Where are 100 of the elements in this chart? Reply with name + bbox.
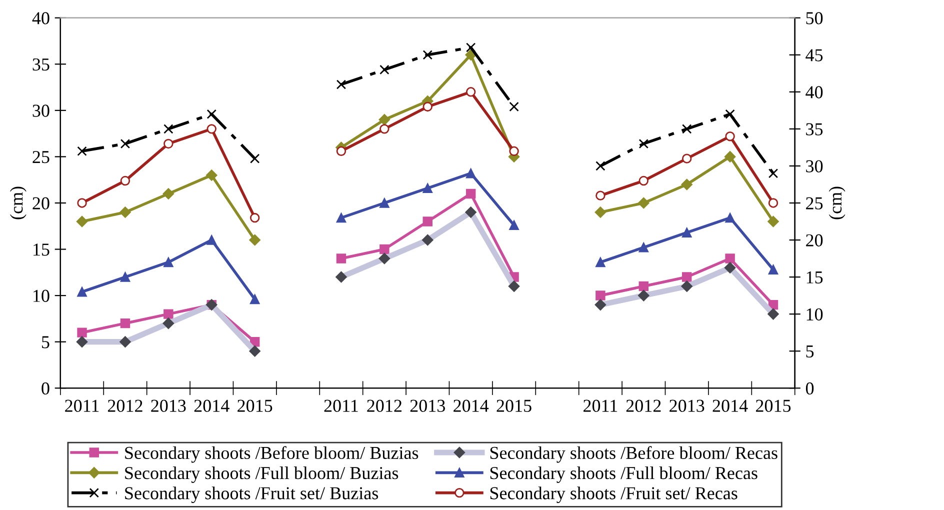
y-tick-label: 5 [42,336,50,348]
point [380,64,390,75]
x-tick-label: 2015 [496,400,532,412]
y2-tick-label: 5 [806,346,814,358]
point [77,328,87,338]
legend-label: Secondary shoots /Fruit set/ Recas [490,486,738,504]
x-tick-label: 2013 [410,400,445,412]
point [336,212,346,223]
point [250,212,260,223]
point [336,80,346,90]
point [596,161,606,171]
point [638,176,649,186]
legend-label: Secondary shoots /Fruit set/ Buzias [125,486,378,504]
x-tick-label: 2011 [324,400,358,412]
point [638,281,649,292]
point [77,286,87,297]
point [596,190,606,200]
x-tick-label: 2013 [151,400,186,412]
legend-label: Secondary shoots /Before bloom/ Buzias [125,446,418,463]
point [120,318,130,328]
y2-tick-label: 10 [806,308,823,320]
point [594,206,606,218]
point [162,188,174,200]
y2-axis-title: (cm) [828,186,846,220]
point [725,109,735,119]
x-tick-label: 2012 [626,400,661,412]
point [638,197,650,209]
point [768,198,778,208]
y2-tick-label: 15 [806,271,823,284]
y-axis-title: (cm) [10,186,26,220]
point [206,235,216,245]
point [682,272,692,282]
point [638,242,649,252]
point [336,146,346,156]
point [466,87,476,97]
y-tick-label: 25 [32,151,50,164]
point [509,146,519,156]
point [120,176,130,186]
y-tick-label: 20 [32,197,50,210]
point [206,109,216,119]
point [725,212,735,223]
y2-tick-label: 30 [806,160,823,172]
x-tick-label: 2011 [65,400,99,412]
point [164,138,174,149]
y-tick-label: 10 [34,290,50,302]
x-tick-label: 2013 [670,400,704,412]
point [768,264,778,274]
point [164,124,174,134]
y2-tick-label: 40 [806,86,823,98]
point [206,124,216,134]
point [682,154,692,164]
point [336,254,346,264]
point [466,42,476,52]
y2-tick-label: 20 [806,234,823,246]
point [596,257,606,268]
point [120,206,131,218]
point [596,290,606,300]
y-tick-label: 30 [32,104,50,117]
y2-tick-label: 0 [806,382,814,395]
point [768,168,778,178]
point [380,244,390,254]
point [681,178,692,190]
y-tick-label: 35 [32,58,50,71]
point [206,170,218,181]
point [250,154,260,164]
point [725,131,735,142]
point [249,234,260,246]
point [380,124,390,134]
x-tick-label: 2015 [238,400,272,412]
point [76,216,88,228]
point [120,138,130,149]
point [422,216,432,226]
point [120,272,130,282]
point [466,188,476,199]
x-tick-label: 2012 [367,400,402,412]
legend-label: Secondary shoots /Before bloom/ Recas [490,446,778,463]
y2-tick-label: 45 [806,49,823,62]
point [77,198,87,208]
legend-label: Secondary shoots /Full bloom/ Recas [490,466,758,483]
legend-label: Secondary shoots /Full bloom/ Buzias [125,466,398,483]
x-tick-label: 2012 [108,400,142,412]
y2-tick-label: 50 [806,12,823,24]
point [768,216,779,228]
point [164,257,174,268]
x-tick-label: 2014 [712,400,748,412]
x-tick-label: 2014 [194,400,230,412]
x-tick-label: 2014 [454,400,489,412]
point [725,254,735,264]
y2-tick-label: 35 [806,123,823,136]
point [682,228,692,238]
point [250,294,260,304]
point [422,50,432,60]
point [77,146,87,156]
point [380,198,390,208]
point [724,151,736,162]
point [509,220,519,230]
y-tick-label: 15 [34,244,50,256]
point [164,309,174,319]
y-tick-label: 0 [42,382,50,395]
point [638,138,649,149]
